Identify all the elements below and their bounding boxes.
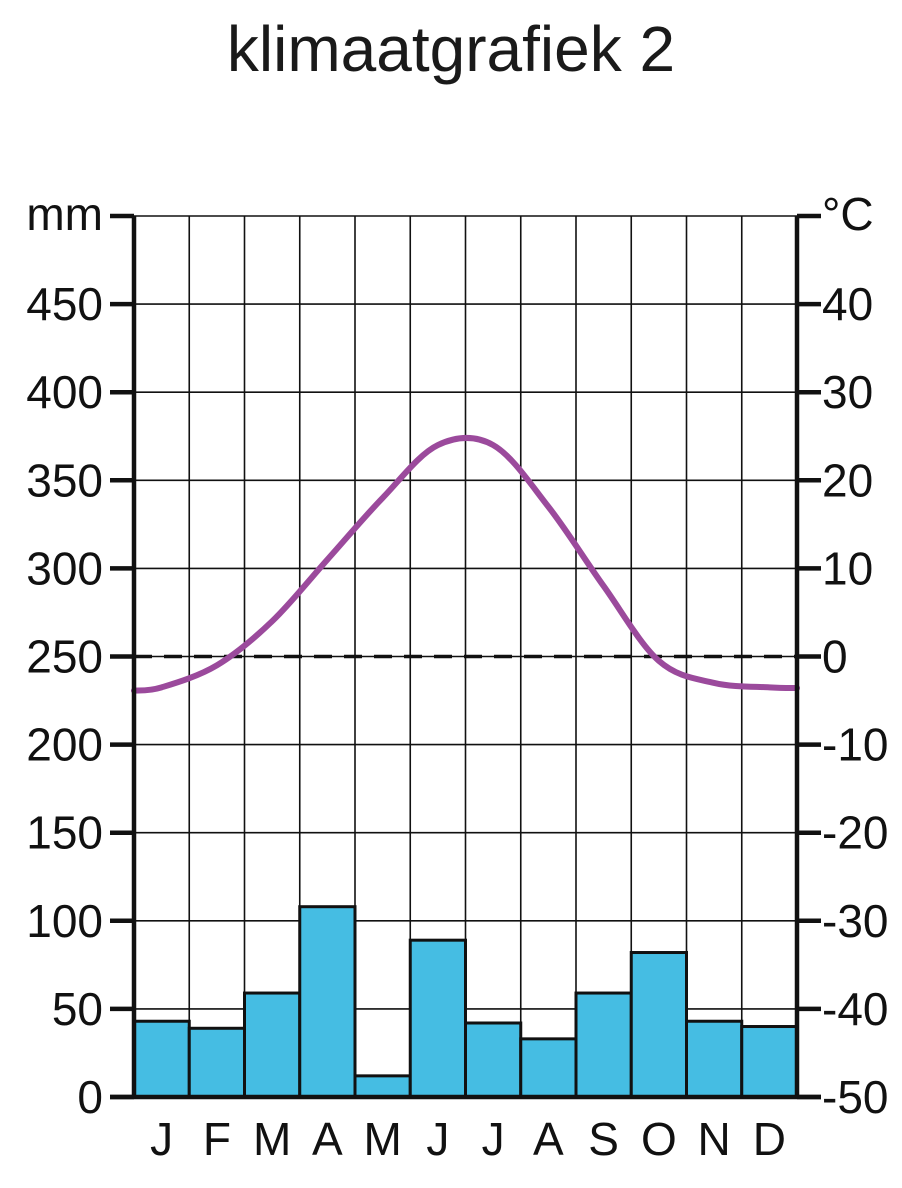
month-label: O bbox=[641, 1113, 677, 1165]
right-tick-label: 20 bbox=[822, 454, 873, 506]
precipitation-bar bbox=[685, 1019, 744, 1099]
right-tick-label: 10 bbox=[822, 542, 873, 594]
precipitation-bar bbox=[464, 1021, 523, 1099]
precipitation-bar bbox=[574, 991, 633, 1099]
precipitation-bar bbox=[353, 1074, 412, 1099]
left-tick-label: 300 bbox=[26, 542, 103, 594]
right-tick-label: 30 bbox=[822, 366, 873, 418]
right-tick-label: -40 bbox=[822, 983, 888, 1035]
month-label: M bbox=[253, 1113, 291, 1165]
left-tick-label: 0 bbox=[77, 1071, 103, 1123]
left-axis-ticks: 0 50 100 150 200 250 300 350 400 450 bbox=[26, 278, 134, 1123]
left-tick-label: 50 bbox=[52, 983, 103, 1035]
right-axis-unit: °C bbox=[822, 188, 874, 240]
left-tick-label: 400 bbox=[26, 366, 103, 418]
month-label: A bbox=[312, 1113, 343, 1165]
left-tick-label: 450 bbox=[26, 278, 103, 330]
left-tick-label: 250 bbox=[26, 631, 103, 683]
month-label: J bbox=[426, 1113, 449, 1165]
right-tick-label: -20 bbox=[822, 807, 888, 859]
chart-title: klimaatgrafiek 2 bbox=[226, 13, 676, 85]
precipitation-bar bbox=[629, 951, 688, 1099]
left-tick-label: 100 bbox=[26, 895, 103, 947]
precipitation-bar bbox=[740, 1025, 799, 1099]
precipitation-bar bbox=[298, 905, 357, 1099]
temperature-curve bbox=[131, 434, 800, 694]
month-label: N bbox=[698, 1113, 731, 1165]
right-tick-label: 0 bbox=[822, 631, 848, 683]
month-label: S bbox=[588, 1113, 619, 1165]
right-tick-label: -30 bbox=[822, 895, 888, 947]
month-label: A bbox=[533, 1113, 564, 1165]
right-axis-ticks: -50 -40 -30 -20 -10 0 10 20 30 40 bbox=[797, 278, 888, 1123]
month-label: J bbox=[150, 1113, 173, 1165]
left-tick-label: 350 bbox=[26, 454, 103, 506]
month-label: F bbox=[203, 1113, 231, 1165]
precipitation-bar bbox=[132, 1019, 191, 1099]
temperature-line bbox=[131, 434, 800, 694]
precipitation-bar bbox=[408, 938, 467, 1099]
month-label: D bbox=[753, 1113, 786, 1165]
left-axis-unit: mm bbox=[26, 188, 103, 240]
precipitation-bar bbox=[519, 1037, 578, 1099]
right-tick-label: -50 bbox=[822, 1071, 888, 1123]
left-tick-label: 200 bbox=[26, 719, 103, 771]
right-tick-label: 40 bbox=[822, 278, 873, 330]
precipitation-bar bbox=[187, 1026, 246, 1099]
left-tick-label: 150 bbox=[26, 807, 103, 859]
month-label: M bbox=[363, 1113, 401, 1165]
month-label: J bbox=[482, 1113, 505, 1165]
precipitation-bar bbox=[243, 991, 302, 1099]
right-tick-label: -10 bbox=[822, 719, 888, 771]
